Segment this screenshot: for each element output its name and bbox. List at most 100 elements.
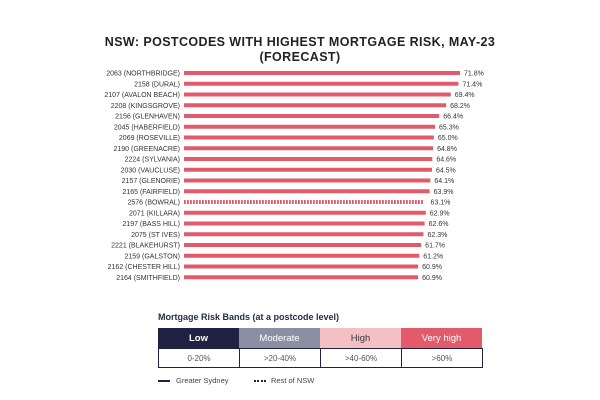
value-label: 64.5% xyxy=(436,167,456,174)
risk-range-row: 0-20% >20-40% >40-60% >60% xyxy=(158,348,483,368)
bar-dotted-segment xyxy=(340,200,342,204)
greater-sydney-key-label: Greater Sydney xyxy=(176,376,229,385)
bar-dotted-segment xyxy=(235,200,237,204)
value-label: 63.9% xyxy=(434,189,454,196)
value-label: 66.4% xyxy=(443,114,463,121)
bar xyxy=(184,71,460,75)
category-label: 2159 (GALSTON) xyxy=(124,253,180,260)
bar-dotted-segment xyxy=(409,200,411,204)
bar-dotted-segment xyxy=(403,200,405,204)
bar xyxy=(184,135,434,140)
bar-dotted-segment xyxy=(313,200,315,204)
bar-dotted-segment xyxy=(400,200,402,204)
bar-dotted-segment xyxy=(379,200,381,204)
bar xyxy=(184,189,430,194)
category-label: 2075 (ST IVES) xyxy=(131,232,180,239)
bar-dotted-segment xyxy=(259,200,261,204)
bar xyxy=(184,167,432,172)
bar-dotted-segment xyxy=(325,200,327,204)
value-label: 65.0% xyxy=(438,135,458,142)
category-label: 2030 (VAUCLUSE) xyxy=(121,167,180,174)
risk-range-moderate: >20-40% xyxy=(240,349,321,367)
bar-dotted-segment xyxy=(322,200,324,204)
bar-dotted-segment xyxy=(364,200,366,204)
category-label: 2197 (BASS HILL) xyxy=(122,221,180,228)
bar-dotted-segment xyxy=(382,200,384,204)
bar-dotted-segment xyxy=(397,200,399,204)
bar-dotted-segment xyxy=(376,200,378,204)
risk-band-row: Low Moderate High Very high xyxy=(158,328,482,348)
bar-dotted-segment xyxy=(226,200,228,204)
bar-dotted-segment xyxy=(388,200,390,204)
bar-dotted-segment xyxy=(256,200,258,204)
bar xyxy=(184,124,436,129)
value-label: 60.9% xyxy=(422,275,442,282)
category-label: 2045 (HABERFIELD) xyxy=(114,124,180,131)
risk-band-moderate: Moderate xyxy=(239,328,320,348)
bar-dotted-segment xyxy=(319,200,321,204)
bar-dotted-segment xyxy=(244,200,246,204)
bar xyxy=(184,178,431,183)
chart-title: NSW: POSTCODES WITH HIGHEST MORTGAGE RIS… xyxy=(104,35,496,49)
bar xyxy=(184,81,459,86)
bar-dotted-segment xyxy=(421,200,423,204)
bar-dotted-segment xyxy=(196,200,198,204)
risk-range-low: 0-20% xyxy=(159,349,240,367)
bar-dotted-segment xyxy=(190,200,192,204)
category-label: 2069 (ROSEVILLE) xyxy=(119,135,180,142)
bar-dotted-segment xyxy=(250,200,252,204)
bar-dotted-segment xyxy=(271,200,273,204)
bar-dotted-segment xyxy=(274,200,276,204)
bar-dotted-segment xyxy=(211,200,213,204)
category-label: 2157 (GLENORIE) xyxy=(122,178,180,185)
bar xyxy=(184,146,434,151)
bar xyxy=(184,264,419,269)
bar-dotted-segment xyxy=(373,200,375,204)
bar-dotted-segment xyxy=(412,200,414,204)
category-label: 2156 (GLENHAVEN) xyxy=(115,114,180,121)
legend-title: Mortgage Risk Bands (at a postcode level… xyxy=(158,312,340,322)
bar-dotted-segment xyxy=(370,200,372,204)
category-label: 2164 (SMITHFIELD) xyxy=(116,275,180,282)
value-label: 71.8% xyxy=(464,71,484,78)
risk-range-high: >40-60% xyxy=(321,349,402,367)
value-label: 62.3% xyxy=(427,232,447,239)
bar-dotted-segment xyxy=(328,200,330,204)
bar-dotted-segment xyxy=(205,200,207,204)
value-label: 64.8% xyxy=(437,146,457,153)
bar-dotted-segment xyxy=(247,200,249,204)
bar-dotted-segment xyxy=(193,200,195,204)
bar-dotted-segment xyxy=(391,200,393,204)
category-label: 2158 (DURAL) xyxy=(134,81,180,88)
value-label: 61.2% xyxy=(423,253,443,260)
category-label: 2162 (CHESTER HILL) xyxy=(108,264,180,271)
risk-band-low: Low xyxy=(158,328,239,348)
bar xyxy=(184,114,440,118)
bar-dotted-segment xyxy=(349,200,351,204)
risk-range-very-high: >60% xyxy=(402,349,483,367)
bar-dotted-segment xyxy=(310,200,312,204)
rest-of-nsw-key-label: Rest of NSW xyxy=(271,376,315,385)
bar xyxy=(184,253,420,258)
value-label: 64.1% xyxy=(434,178,454,185)
bar-dotted-segment xyxy=(361,200,363,204)
bar-dotted-segment xyxy=(253,200,255,204)
bar-dotted-segment xyxy=(220,200,222,204)
value-label: 63.1% xyxy=(431,200,451,207)
bar-dotted-segment xyxy=(298,200,300,204)
bar-dotted-segment xyxy=(277,200,279,204)
category-label: 2063 (NORTHBRIDGE) xyxy=(106,71,180,78)
bar-dotted-segment xyxy=(202,200,204,204)
bar-dotted-segment xyxy=(184,200,186,204)
category-label: 2071 (KILLARA) xyxy=(129,210,180,217)
bar xyxy=(184,232,424,237)
bar xyxy=(184,103,447,108)
bar-chart: 2063 (NORTHBRIDGE) 71.8% 2158 (DURAL) 71.4%… xyxy=(104,71,484,282)
bar-dotted-segment xyxy=(352,200,354,204)
bar-dotted-segment xyxy=(301,200,303,204)
value-label: 69.4% xyxy=(455,92,475,99)
bar-dotted-segment xyxy=(283,200,285,204)
bar-dotted-segment xyxy=(337,200,339,204)
chart-subtitle: (FORECAST) xyxy=(259,50,341,64)
value-label: 62.6% xyxy=(429,221,449,228)
